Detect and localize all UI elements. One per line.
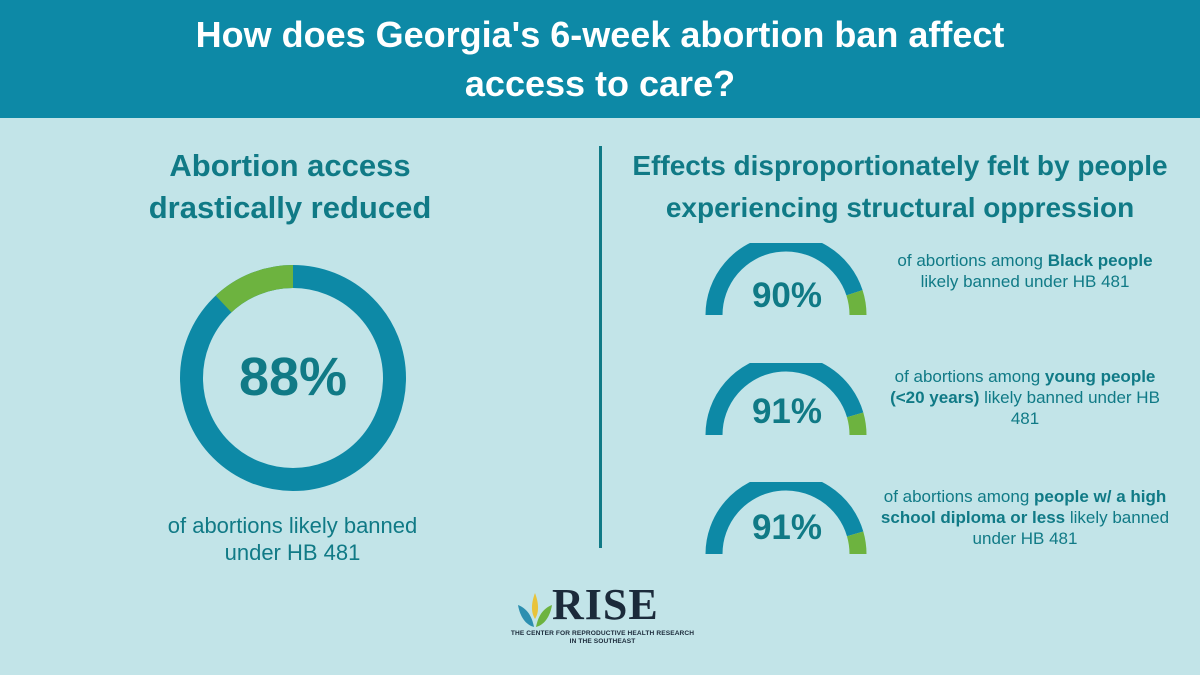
gauge-chart [705,482,867,555]
caption-text: of abortions among [897,251,1048,270]
page-title: How does Georgia's 6-week abortion ban a… [195,14,1005,104]
gauge-remaining-arc [846,290,867,316]
leaf-icon [518,593,552,627]
donut-caption: of abortions likely banned under HB 481 [167,513,418,565]
gauge-value-label: 90% [751,276,823,315]
gauge-banned-arc [705,482,864,555]
gauge-value-label: 91% [751,508,823,547]
caption-group: young people (<20 years) [890,367,1156,407]
caption-text: likely banned under HB 481 [972,508,1170,548]
gauge-banned-arc [705,243,863,316]
logo-subtitle: THE CENTER FOR REPRODUCTIVE HEALTH RESEA… [510,630,695,645]
gauge-caption: of abortions among young people (<20 yea… [880,366,1170,429]
donut-remaining-arc [215,265,294,313]
caption-text: likely banned under HB 481 [920,272,1130,291]
gauge-banned-arc [705,363,864,436]
caption-text: of abortions among [883,487,1035,506]
gauge-chart [705,243,867,316]
right-heading: Effects disproportionately felt by peopl… [632,150,1168,223]
header-banner: How does Georgia's 6-week abortion ban a… [0,0,1200,118]
logo-wordmark: RISE [552,580,659,629]
gauge-chart [705,363,867,436]
donut-value-label: 88% [238,347,348,407]
caption-group: Black people [1047,251,1153,270]
gauge-value-label: 91% [751,392,823,431]
caption-group: people w/ a high school diploma or less [880,487,1167,527]
gauge-caption: of abortions among Black people likely b… [880,250,1170,292]
column-divider [599,146,602,548]
caption-text: likely banned under HB 481 [979,388,1160,428]
donut-chart [180,265,406,491]
caption-text: of abortions among [894,367,1045,386]
rise-logo [518,593,552,627]
gauge-remaining-arc [846,412,867,436]
gauge-caption: of abortions among people w/ a high scho… [880,486,1170,549]
gauge-remaining-arc [846,531,867,555]
left-heading: Abortion access drastically reduced [148,148,432,225]
